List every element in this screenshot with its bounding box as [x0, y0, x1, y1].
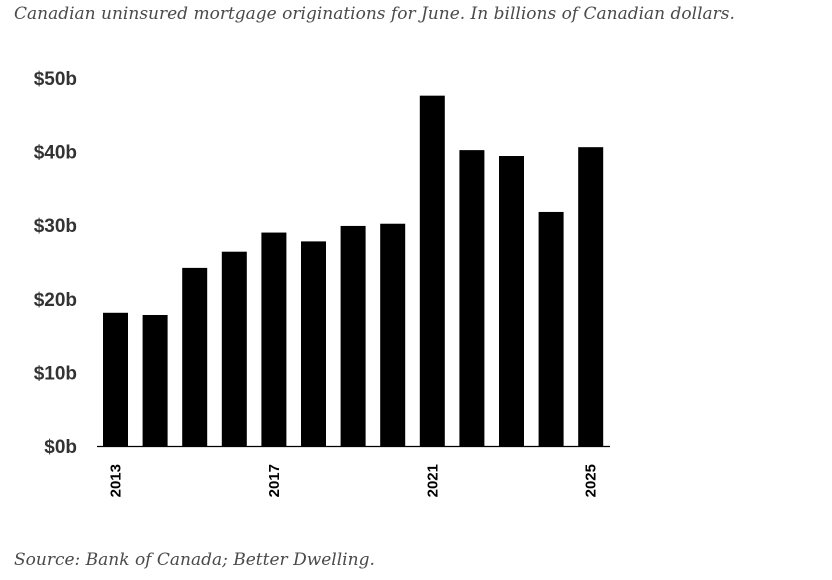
y-axis-ticks: $0b $10b $20b $30b $40b $50b: [34, 69, 77, 458]
bar-2021: [419, 95, 445, 446]
bar-2015: [182, 267, 208, 446]
chart-subtitle: Canadian uninsured mortgage originations…: [14, 4, 735, 24]
bar-2022: [459, 150, 485, 447]
source-note: Source: Bank of Canada; Better Dwelling.: [14, 550, 375, 570]
bar-2014: [142, 314, 168, 446]
bar-2025: [578, 147, 604, 446]
bar-2019: [340, 225, 366, 446]
bar-2016: [221, 251, 247, 446]
bar-2020: [380, 223, 406, 446]
x-tick-label: 2013: [108, 464, 125, 497]
y-tick-label: $50b: [34, 69, 77, 90]
y-tick-label: $20b: [34, 290, 77, 311]
bar-2018: [301, 241, 326, 446]
y-tick-label: $40b: [34, 143, 77, 164]
bar-2017: [261, 232, 287, 446]
bar-chart: $0b $10b $20b $30b $40b $50b 2013 2017 2021 2025: [34, 69, 610, 497]
bar-2013: [103, 312, 128, 446]
bar-2023: [499, 156, 524, 447]
x-tick-label: 2017: [266, 464, 283, 497]
x-axis-ticks: 2013 2017 2021 2025: [108, 464, 600, 497]
x-tick-label: 2021: [424, 464, 441, 497]
y-tick-label: $10b: [34, 363, 77, 384]
bars: [103, 95, 604, 447]
y-tick-label: $0b: [44, 437, 77, 458]
bar-2024: [538, 211, 564, 446]
y-tick-label: $30b: [34, 216, 77, 237]
x-tick-label: 2025: [583, 464, 600, 497]
